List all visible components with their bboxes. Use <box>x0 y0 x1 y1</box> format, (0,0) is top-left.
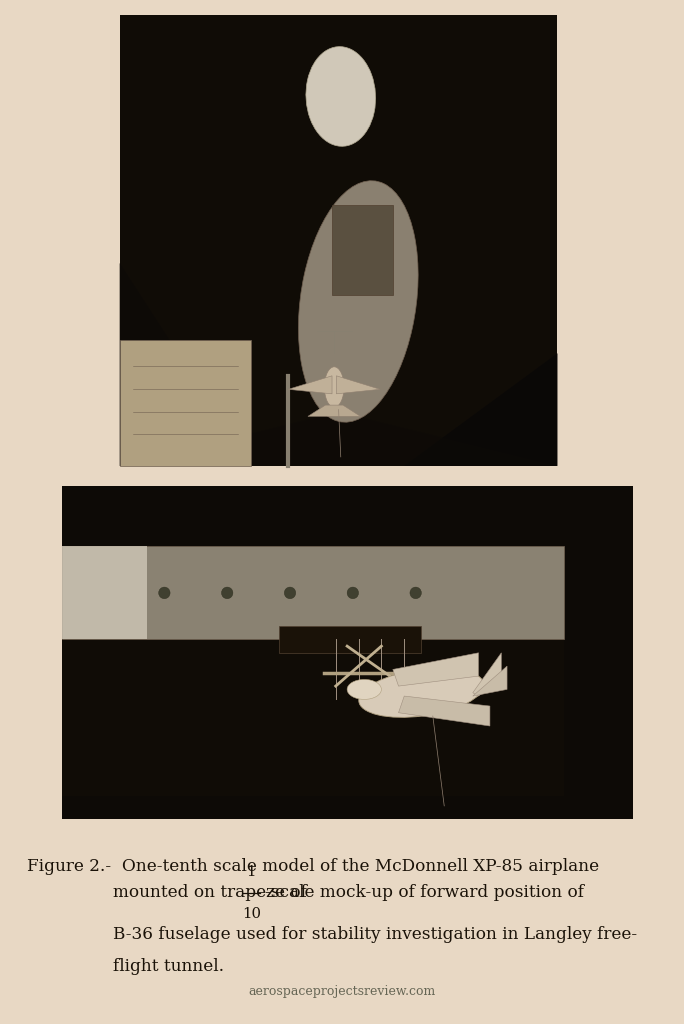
Ellipse shape <box>347 680 382 699</box>
Bar <box>62 486 633 636</box>
Ellipse shape <box>298 180 418 422</box>
Bar <box>120 15 557 466</box>
Polygon shape <box>337 376 380 394</box>
Ellipse shape <box>222 587 233 599</box>
Bar <box>120 340 251 466</box>
Text: -scale mock-up of forward position of: -scale mock-up of forward position of <box>265 885 584 901</box>
Bar <box>62 486 633 819</box>
Ellipse shape <box>410 587 421 599</box>
Text: 10: 10 <box>242 907 261 922</box>
Bar <box>564 486 633 819</box>
Ellipse shape <box>359 668 484 718</box>
Bar <box>62 796 633 819</box>
Text: B-36 fuselage used for stability investigation in Langley free-: B-36 fuselage used for stability investi… <box>113 926 637 943</box>
Ellipse shape <box>324 367 344 408</box>
Text: flight tunnel.: flight tunnel. <box>113 958 224 976</box>
Polygon shape <box>308 406 360 417</box>
Ellipse shape <box>285 587 295 599</box>
Bar <box>62 547 564 639</box>
Bar <box>278 626 421 653</box>
Text: aerospaceprojectsreview.com: aerospaceprojectsreview.com <box>248 985 436 998</box>
Polygon shape <box>120 263 251 466</box>
Text: 1: 1 <box>246 864 256 879</box>
Ellipse shape <box>347 587 358 599</box>
Ellipse shape <box>159 587 170 599</box>
Polygon shape <box>473 666 507 696</box>
Ellipse shape <box>306 47 376 146</box>
Polygon shape <box>399 696 490 726</box>
Polygon shape <box>273 353 557 466</box>
Polygon shape <box>120 412 557 466</box>
Polygon shape <box>288 376 332 394</box>
Text: Figure 2.-  One-tenth scale model of the McDonnell XP-85 airplane: Figure 2.- One-tenth scale model of the … <box>27 858 599 876</box>
Text: mounted on trapeze of: mounted on trapeze of <box>113 885 312 901</box>
Polygon shape <box>393 653 479 686</box>
Bar <box>62 547 147 639</box>
Bar <box>332 205 393 295</box>
Polygon shape <box>473 653 501 696</box>
